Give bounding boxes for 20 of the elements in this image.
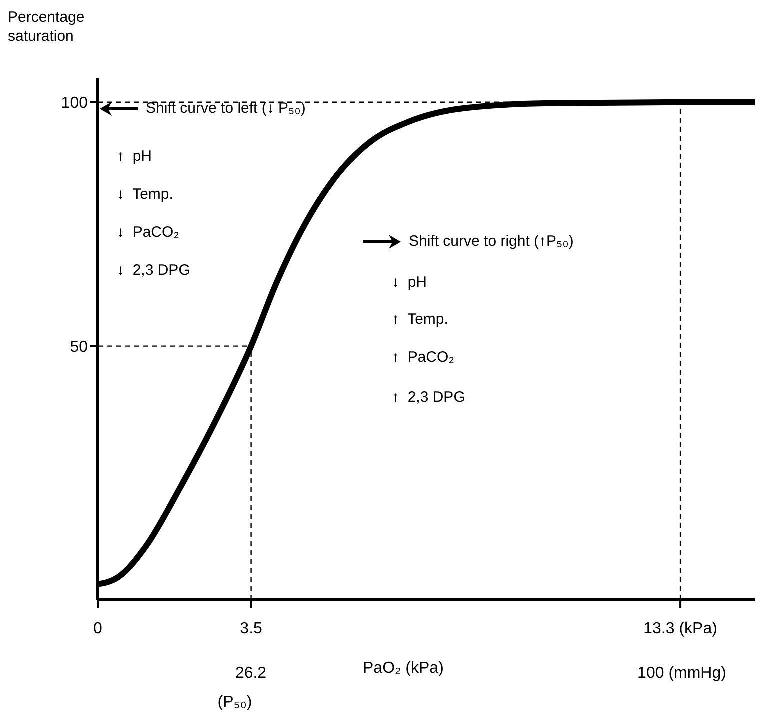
annotation: Shift curve to right (↑P₅₀) bbox=[409, 233, 574, 250]
y-tick-label: 100 bbox=[61, 95, 88, 112]
x-axis-title: PaO₂ (kPa) bbox=[363, 660, 444, 678]
annotation: Shift curve to left (↓ P₅₀) bbox=[146, 100, 306, 117]
y-tick-label: 50 bbox=[70, 339, 88, 356]
x2-tick-label: 100 (mmHg) bbox=[638, 665, 726, 682]
annotation: ↑ pH bbox=[117, 148, 152, 165]
y-axis-title: Percentage saturation bbox=[8, 8, 86, 46]
annotation: ↓ PaCO₂ bbox=[117, 224, 180, 241]
x-tick-label: 13.3 (kPa) bbox=[644, 620, 718, 638]
x-tick-label: 0 bbox=[94, 620, 103, 638]
annotation: ↓ 2,3 DPG bbox=[117, 262, 190, 279]
annotation: ↑ 2,3 DPG bbox=[392, 389, 466, 406]
x2-tick-label: 26.2 bbox=[235, 665, 267, 682]
text: (P₅₀) bbox=[216, 694, 254, 712]
annotation: ↓ pH bbox=[392, 274, 428, 291]
x-tick-label: 3.5 bbox=[240, 620, 263, 638]
annotation: ↑ PaCO₂ bbox=[392, 349, 455, 366]
annotation: ↑ Temp. bbox=[392, 311, 448, 328]
annotation: ↓ Temp. bbox=[117, 186, 174, 203]
